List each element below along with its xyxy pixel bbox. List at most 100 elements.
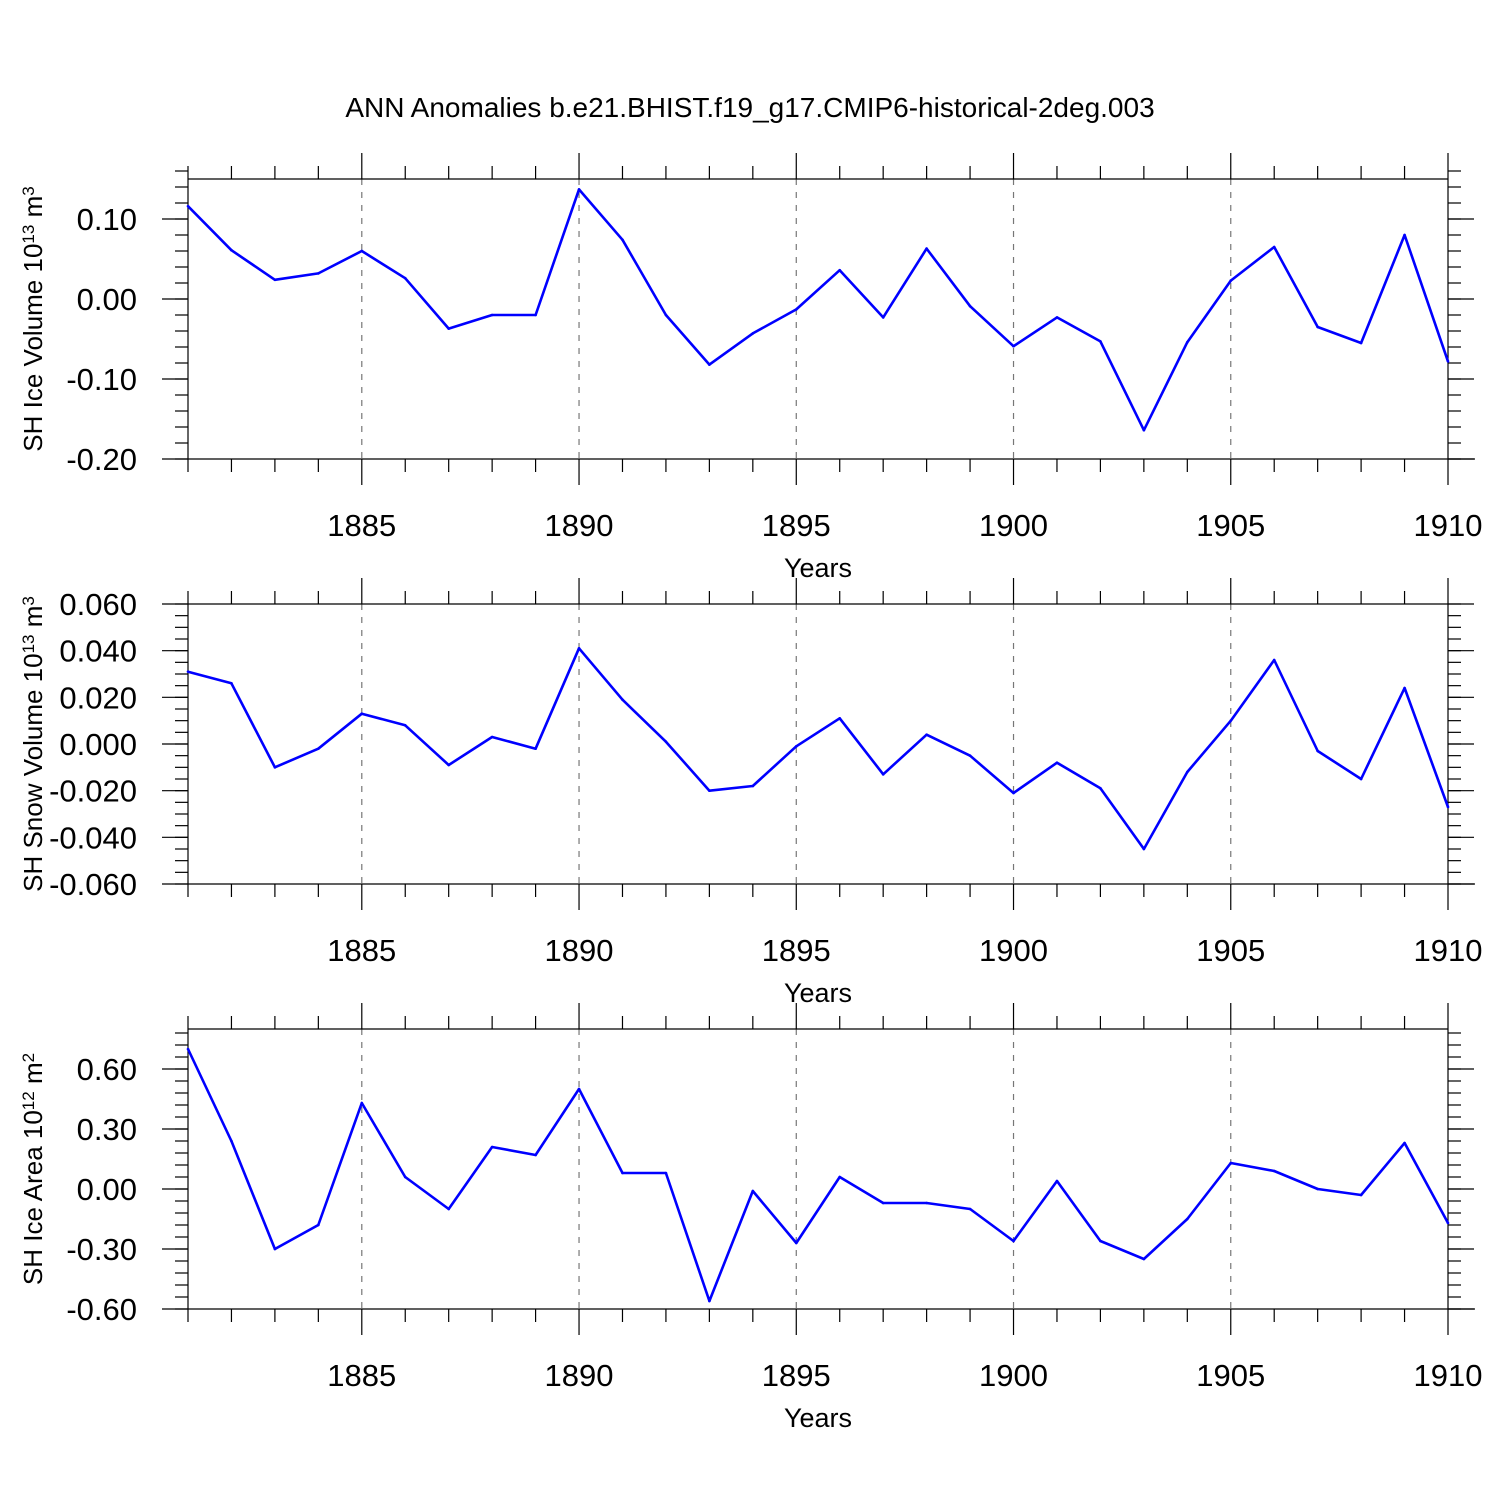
y-axis-label-unit-exponent: 2 xyxy=(19,1053,38,1062)
data-point-1895 xyxy=(794,1241,798,1245)
x-tick-label-1890: 1890 xyxy=(545,508,614,543)
y-axis-label-exponent: 13 xyxy=(19,634,38,653)
data-point-1883 xyxy=(273,1247,277,1251)
x-tick-label-1890: 1890 xyxy=(545,933,614,968)
data-point-1901 xyxy=(1055,1179,1059,1183)
data-point-1910 xyxy=(1446,805,1450,809)
y-tick-label: -0.30 xyxy=(66,1232,137,1267)
data-point-1909 xyxy=(1403,233,1406,237)
x-tick-label-1905: 1905 xyxy=(1196,508,1265,543)
data-point-1904 xyxy=(1186,770,1189,774)
data-point-1900 xyxy=(1012,344,1015,348)
data-point-1891 xyxy=(621,1171,624,1175)
data-point-1903 xyxy=(1142,847,1146,851)
data-point-1910 xyxy=(1446,360,1450,363)
data-point-1907 xyxy=(1316,325,1319,329)
x-tick-label-1910: 1910 xyxy=(1414,933,1483,968)
data-point-1887 xyxy=(447,1207,450,1211)
y-axis-label-unit: m xyxy=(18,1062,48,1091)
data-point-1906 xyxy=(1272,245,1276,249)
data-point-1891 xyxy=(621,698,624,701)
data-point-1890 xyxy=(577,647,581,650)
y-tick-label: -0.10 xyxy=(66,362,137,397)
data-point-1895 xyxy=(794,745,798,748)
data-point-1904 xyxy=(1186,1217,1189,1221)
data-point-1897 xyxy=(881,1201,885,1205)
data-point-1885 xyxy=(360,712,364,715)
figure-title: ANN Anomalies b.e21.BHIST.f19_g17.CMIP6-… xyxy=(345,92,1154,123)
data-point-1908 xyxy=(1359,777,1363,781)
y-axis-label-unit: m xyxy=(18,196,48,225)
data-point-1894 xyxy=(751,1189,755,1193)
data-point-1888 xyxy=(490,313,494,317)
data-point-1902 xyxy=(1099,340,1102,343)
y-axis-label: SH Ice Area 1012 m2 xyxy=(18,1053,48,1285)
data-point-1902 xyxy=(1099,787,1102,790)
data-point-1892 xyxy=(664,1171,668,1175)
data-point-1893 xyxy=(708,1299,711,1303)
x-tick-label-1895: 1895 xyxy=(762,933,831,968)
y-axis-label-exponent: 12 xyxy=(19,1091,38,1110)
data-point-1902 xyxy=(1099,1239,1102,1243)
y-tick-label: 0.040 xyxy=(59,634,137,669)
panels: 0.10 0.00 -0.10 -0.20 1885 1890 1895 1900 1905 19… xyxy=(18,153,1482,1433)
y-axis-label: SH Ice Volume 1013 m3 xyxy=(18,186,48,451)
data-point-1901 xyxy=(1055,316,1059,319)
x-tick-label-1885: 1885 xyxy=(327,508,396,543)
chart-panel-3: 0.60 0.30 0.00 -0.30 -0.60 1885 1890 1895 1900 19… xyxy=(18,1003,1482,1433)
data-point-1884 xyxy=(317,1223,320,1227)
x-axis-label: Years xyxy=(784,553,852,583)
y-axis-label-main: SH Snow Volume 10 xyxy=(18,653,48,891)
data-point-1893 xyxy=(708,363,711,366)
chart-panel-2: 0.060 0.040 0.020 0.000 -0.020 -0.040 -0.060 18… xyxy=(18,578,1482,1008)
x-tick-label-1900: 1900 xyxy=(979,933,1048,968)
data-point-1897 xyxy=(881,316,885,319)
data-point-1905 xyxy=(1229,279,1233,282)
x-tick-label-1900: 1900 xyxy=(979,1358,1048,1393)
data-point-1885 xyxy=(360,249,364,253)
y-tick-label: 0.020 xyxy=(59,680,137,715)
data-point-1883 xyxy=(273,766,277,769)
data-point-1909 xyxy=(1403,686,1406,690)
x-tick-label-1900: 1900 xyxy=(979,508,1048,543)
data-point-1907 xyxy=(1316,749,1319,753)
data-point-1899 xyxy=(968,1207,972,1211)
data-point-1906 xyxy=(1272,658,1276,662)
data-point-1908 xyxy=(1359,1193,1363,1197)
data-point-1895 xyxy=(794,308,798,311)
data-point-1884 xyxy=(317,272,320,275)
data-point-1890 xyxy=(577,1087,581,1091)
data-point-1881 xyxy=(186,670,190,673)
data-point-1896 xyxy=(838,1175,842,1179)
data-point-1898 xyxy=(925,247,928,250)
data-point-1888 xyxy=(490,1145,494,1149)
y-axis-label-unit-exponent: 3 xyxy=(19,596,38,605)
y-axis-label-main: SH Ice Area 10 xyxy=(18,1110,48,1285)
data-point-1894 xyxy=(751,332,755,335)
x-tick-label-1895: 1895 xyxy=(762,1358,831,1393)
y-tick-label: -0.060 xyxy=(49,867,137,902)
y-axis-label-main: SH Ice Volume 10 xyxy=(18,244,48,452)
data-point-1884 xyxy=(317,747,320,750)
y-axis-label-exponent: 13 xyxy=(19,225,38,244)
data-point-1905 xyxy=(1229,1161,1233,1165)
data-point-1906 xyxy=(1272,1169,1276,1173)
data-point-1903 xyxy=(1142,428,1146,432)
data-series-line xyxy=(187,646,1450,851)
data-point-1898 xyxy=(925,1201,928,1205)
y-tick-label: -0.20 xyxy=(66,442,137,477)
x-tick-label-1905: 1905 xyxy=(1196,1358,1265,1393)
x-tick-label-1890: 1890 xyxy=(545,1358,614,1393)
y-tick-label: -0.60 xyxy=(66,1292,137,1327)
data-point-1888 xyxy=(490,735,494,739)
data-point-1896 xyxy=(838,717,842,720)
data-point-1883 xyxy=(273,278,277,282)
data-series-line xyxy=(186,1048,1450,1303)
data-point-1887 xyxy=(447,763,450,767)
x-tick-label-1885: 1885 xyxy=(327,1358,396,1393)
data-point-1886 xyxy=(403,724,407,727)
data-point-1891 xyxy=(621,238,624,242)
data-series-line xyxy=(187,188,1450,432)
data-point-1886 xyxy=(403,276,407,280)
y-tick-label: 0.10 xyxy=(77,202,137,237)
